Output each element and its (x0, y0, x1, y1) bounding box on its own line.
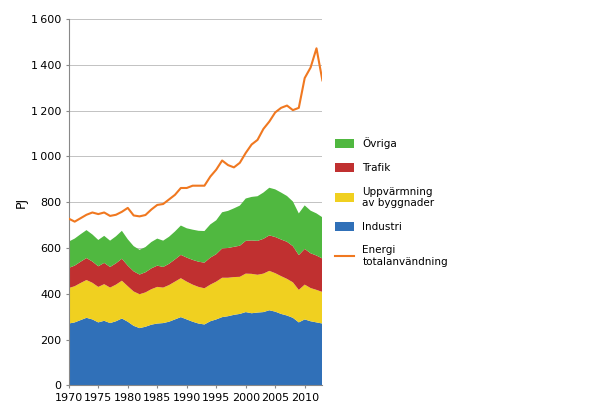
Legend: Övriga, Trafik, Uppvärmning
av byggnader, Industri, Energi
totalanvändning: Övriga, Trafik, Uppvärmning av byggnader… (330, 132, 453, 272)
Y-axis label: PJ: PJ (15, 196, 28, 208)
